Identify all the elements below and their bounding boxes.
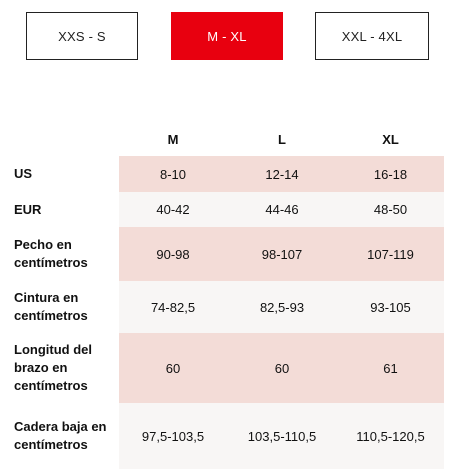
size-range-tab-xxs-s[interactable]: XXS - S bbox=[26, 12, 138, 60]
size-range-tab-label: XXS - S bbox=[58, 28, 106, 44]
table-row-eur: EUR 40-42 44-46 48-50 bbox=[8, 192, 444, 227]
size-header-m: M bbox=[167, 131, 179, 147]
table-cell: 60 bbox=[119, 333, 227, 403]
table-cell: 97,5-103,5 bbox=[119, 403, 227, 469]
table-cell: 61 bbox=[337, 333, 444, 403]
table-cell: 93-105 bbox=[337, 281, 444, 333]
row-label: Cadera baja en centímetros bbox=[8, 403, 119, 469]
table-cell: 40-42 bbox=[119, 192, 227, 227]
table-cell: 110,5-120,5 bbox=[337, 403, 444, 469]
table-cell: 82,5-93 bbox=[227, 281, 337, 333]
size-range-tab-label: XXL - 4XL bbox=[341, 28, 403, 44]
row-label: Longitud del brazo en centímetros bbox=[8, 333, 119, 403]
size-header-l: L bbox=[278, 131, 286, 147]
row-label: EUR bbox=[8, 192, 119, 227]
table-cell: 48-50 bbox=[337, 192, 444, 227]
table-cell: 98-107 bbox=[227, 227, 337, 281]
row-label: Pecho en centímetros bbox=[8, 227, 119, 281]
table-row-waist: Cintura en centímetros 74-82,5 82,5-93 9… bbox=[8, 281, 444, 333]
table-cell: 16-18 bbox=[337, 156, 444, 192]
table-row-us: US 8-10 12-14 16-18 bbox=[8, 156, 444, 192]
row-label: Cintura en centímetros bbox=[8, 281, 119, 333]
table-cell: 8-10 bbox=[119, 156, 227, 192]
size-range-tab-xxl-4xl[interactable]: XXL - 4XL bbox=[315, 12, 429, 60]
table-row-chest: Pecho en centímetros 90-98 98-107 107-11… bbox=[8, 227, 444, 281]
size-chart-table: M L XL US 8-10 12-14 16-18 EUR 40-42 44-… bbox=[8, 122, 444, 469]
table-cell: 74-82,5 bbox=[119, 281, 227, 333]
corner-header-cell bbox=[8, 122, 119, 156]
table-cell: 103,5-110,5 bbox=[227, 403, 337, 469]
size-range-tab-m-xl[interactable]: M - XL bbox=[171, 12, 283, 60]
table-cell: 107-119 bbox=[337, 227, 444, 281]
size-header-xl: XL bbox=[382, 131, 399, 147]
table-cell: 60 bbox=[227, 333, 337, 403]
table-cell: 90-98 bbox=[119, 227, 227, 281]
size-range-tab-label: M - XL bbox=[207, 28, 247, 44]
table-cell: 12-14 bbox=[227, 156, 337, 192]
table-row-low-hip: Cadera baja en centímetros 97,5-103,5 10… bbox=[8, 403, 444, 469]
size-header-row: M L XL bbox=[8, 122, 444, 156]
table-row-sleeve-length: Longitud del brazo en centímetros 60 60 … bbox=[8, 333, 444, 403]
table-cell: 44-46 bbox=[227, 192, 337, 227]
row-label: US bbox=[8, 156, 119, 192]
